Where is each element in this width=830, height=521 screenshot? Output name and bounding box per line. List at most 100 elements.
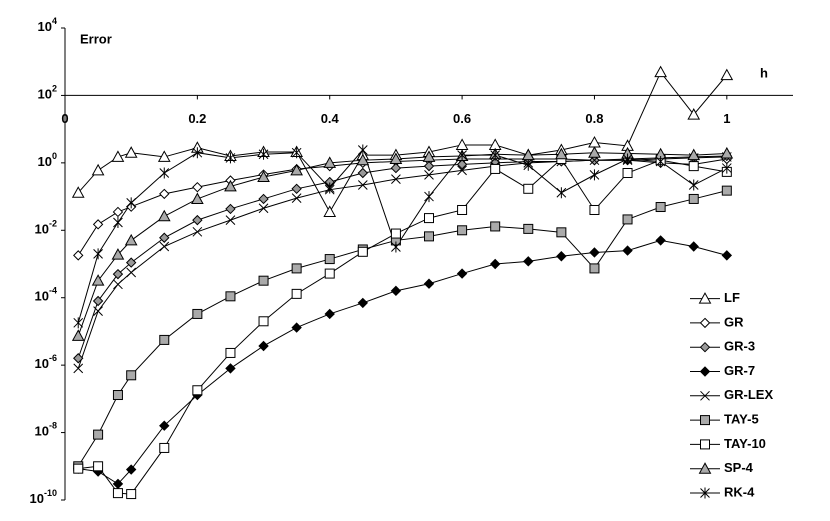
marker — [111, 150, 125, 162]
legend-label: GR — [724, 314, 744, 329]
marker — [523, 183, 534, 194]
marker — [589, 204, 600, 215]
marker — [688, 179, 699, 191]
series-line — [77, 152, 727, 337]
marker — [159, 334, 170, 345]
marker — [424, 213, 434, 224]
marker — [112, 390, 123, 401]
marker — [523, 256, 534, 267]
marker — [192, 214, 203, 226]
marker — [73, 363, 84, 374]
legend-label: GR-7 — [724, 363, 755, 378]
marker — [324, 254, 335, 265]
marker — [688, 241, 699, 252]
marker — [124, 146, 138, 158]
legend-label: TAY-5 — [724, 412, 759, 427]
marker — [457, 149, 467, 161]
marker — [655, 202, 666, 213]
marker — [555, 147, 568, 160]
marker — [324, 308, 335, 320]
marker — [224, 179, 237, 192]
marker — [389, 152, 403, 165]
marker — [720, 146, 734, 159]
legend-marker — [700, 415, 710, 426]
marker — [159, 241, 170, 252]
marker — [192, 308, 203, 319]
legend-marker — [698, 462, 712, 474]
marker — [91, 163, 105, 176]
series-line — [78, 239, 727, 485]
legend-label: LF — [724, 290, 740, 305]
marker — [126, 197, 137, 209]
marker — [588, 136, 601, 148]
marker — [291, 263, 302, 274]
series-line — [77, 149, 728, 323]
marker — [490, 163, 501, 174]
marker — [523, 159, 534, 171]
marker — [112, 488, 123, 499]
x-tick-label: 0 — [61, 111, 68, 126]
legend-label: RK-4 — [724, 484, 755, 499]
marker — [192, 385, 203, 396]
marker — [490, 149, 501, 161]
marker — [257, 170, 270, 183]
marker — [323, 205, 337, 217]
legend-label: GR-LEX — [724, 387, 773, 402]
marker — [357, 297, 369, 309]
marker — [159, 420, 170, 431]
marker — [91, 274, 105, 286]
marker — [391, 241, 401, 253]
marker — [125, 257, 137, 268]
marker — [225, 215, 236, 225]
marker — [622, 153, 633, 165]
marker — [423, 278, 435, 289]
x-tick-label: 0.6 — [453, 111, 471, 126]
marker — [622, 245, 633, 256]
marker — [357, 167, 369, 179]
marker — [687, 108, 701, 120]
marker — [291, 288, 302, 299]
marker — [93, 306, 103, 316]
marker — [390, 162, 402, 174]
legend-marker — [699, 366, 711, 377]
marker — [191, 192, 204, 204]
marker — [456, 159, 468, 170]
y-tick-label: 10-8 — [35, 421, 57, 439]
marker — [622, 214, 633, 225]
y-tick-label: 104 — [38, 16, 57, 34]
marker — [423, 160, 435, 172]
y-tick-label: 10-2 — [35, 219, 57, 237]
series-line — [77, 71, 728, 213]
marker — [424, 191, 434, 203]
legend-marker — [700, 439, 710, 450]
marker — [291, 193, 302, 203]
y-tick-label: 10-10 — [30, 488, 57, 506]
marker — [357, 180, 368, 190]
marker — [589, 169, 600, 181]
marker — [324, 182, 335, 194]
x-tick-label: 0.2 — [188, 111, 206, 126]
marker — [159, 232, 170, 243]
marker — [93, 429, 104, 440]
legend-label: SP-4 — [724, 460, 754, 475]
marker — [73, 463, 84, 474]
marker — [589, 263, 600, 274]
marker — [113, 279, 123, 290]
marker — [357, 144, 368, 156]
marker — [111, 248, 125, 260]
legend-marker — [700, 487, 710, 499]
marker — [688, 193, 699, 204]
marker — [390, 228, 401, 239]
marker — [457, 225, 468, 236]
legend-marker — [700, 390, 710, 401]
marker — [489, 258, 501, 270]
marker — [721, 185, 732, 196]
series-line — [77, 155, 727, 359]
marker — [291, 147, 302, 159]
marker — [159, 167, 170, 179]
marker — [258, 275, 269, 286]
marker — [720, 68, 734, 81]
marker — [157, 209, 171, 222]
marker — [391, 174, 401, 184]
